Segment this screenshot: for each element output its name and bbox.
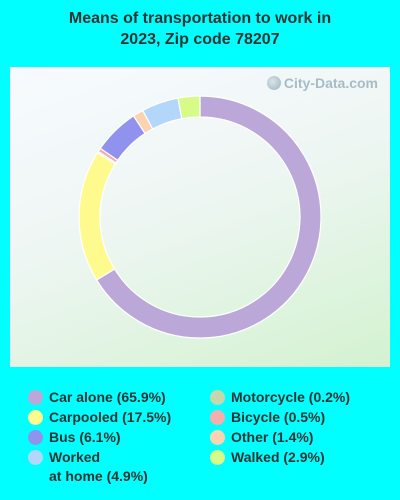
legend-label-walked: Walked (2.9%) [231,449,325,465]
legend-item-motorcycle: Motorcycle (0.2%) [210,388,350,407]
legend-item-walked: Walked (2.9%) [210,448,325,467]
legend-label-other: Other (1.4%) [231,429,314,445]
legend-swatch-motorcycle [210,390,225,405]
legend-item-bus: Bus (6.1%) [28,428,121,447]
legend-swatch-walked [210,450,225,465]
watermark-text: City-Data.com [283,75,378,91]
chart-title: Means of transportation to work in 2023,… [0,8,400,50]
legend-swatch-bicycle [210,410,225,425]
donut-chart [78,95,322,339]
legend-label-carpooled: Carpooled (17.5%) [49,409,172,425]
legend-swatch-other [210,430,225,445]
watermark: City-Data.com [266,75,378,91]
legend-item-worked-at-home: Worked at home (4.9%) [28,448,148,486]
legend-swatch-bus [28,430,43,445]
legend: Car alone (65.9%) Carpooled (17.5%) Bus (6… [0,384,400,494]
plot-area: City-Data.com [10,67,390,367]
chart-title-line-1: Means of transportation to work in [68,10,332,27]
legend-label-motorcycle: Motorcycle (0.2%) [231,389,351,405]
legend-label-bus: Bus (6.1%) [49,429,121,445]
legend-swatch-worked-at-home [28,450,43,465]
legend-label-car-alone: Car alone (65.9%) [49,389,166,405]
donut-slice-carpooled [78,151,117,281]
legend-item-bicycle: Bicycle (0.5%) [210,408,325,427]
donut-slice-car-alone [95,95,322,339]
legend-item-other: Other (1.4%) [210,428,313,447]
legend-label-bicycle: Bicycle (0.5%) [231,409,326,425]
legend-swatch-carpooled [28,410,43,425]
legend-item-carpooled: Carpooled (17.5%) [28,408,171,427]
legend-item-car-alone: Car alone (65.9%) [28,388,166,407]
donut-slice-walked [177,95,201,120]
legend-label-worked-at-home: Worked at home (4.9%) [49,449,148,484]
chart-title-line-2: 2023, Zip code 78207 [120,31,280,48]
city-data-logo-icon [266,76,281,90]
legend-swatch-car-alone [28,390,43,405]
